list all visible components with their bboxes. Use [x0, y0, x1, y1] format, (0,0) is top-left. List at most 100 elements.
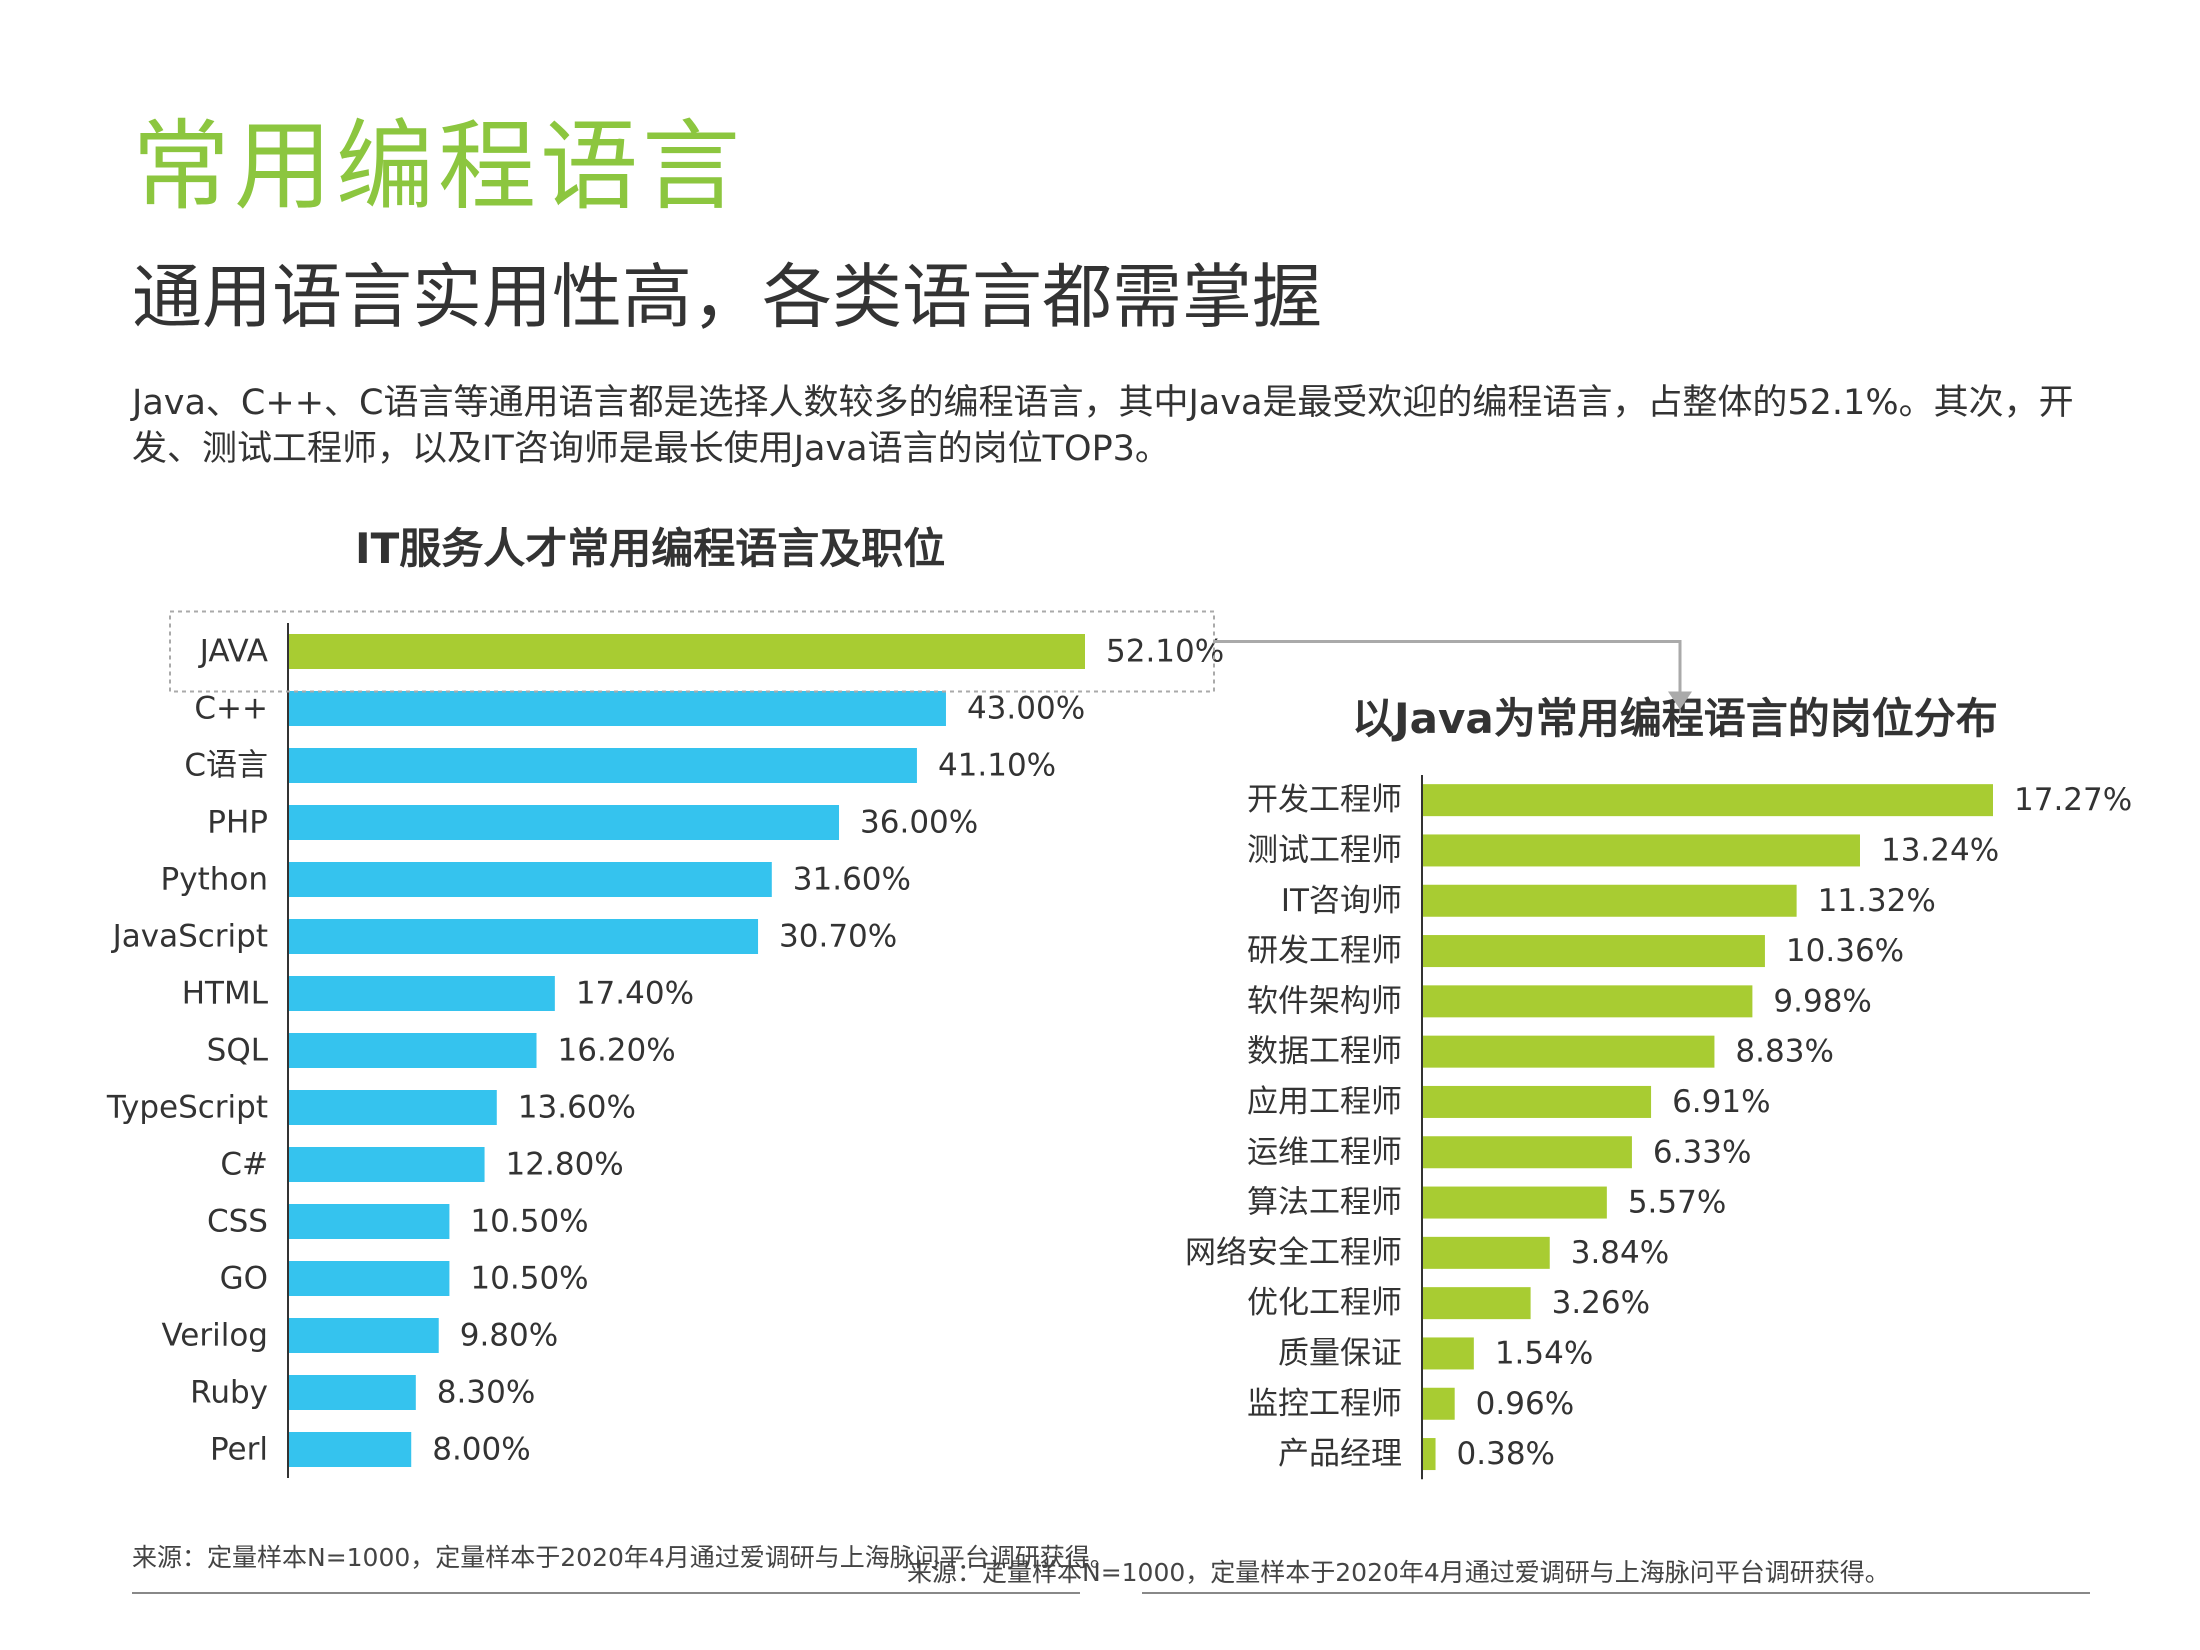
language-category-label: C++: [194, 691, 268, 727]
job-category-label: 测试工程师: [1247, 832, 1402, 868]
language-value-label: 12.80%: [506, 1147, 624, 1183]
job-bar: [1423, 1236, 1550, 1269]
language-category-label: Perl: [210, 1432, 268, 1468]
job-category-label: 优化工程师: [1247, 1285, 1402, 1321]
job-value-label: 10.36%: [1786, 933, 1904, 969]
language-category-label: HTML: [182, 976, 269, 1012]
job-category-label: 产品经理: [1278, 1436, 1402, 1472]
job-bar: [1423, 784, 1993, 817]
language-value-label: 52.10%: [1106, 634, 1224, 670]
language-category-label: Verilog: [162, 1318, 269, 1354]
language-category-label: TypeScript: [106, 1090, 268, 1126]
job-value-label: 1.54%: [1495, 1335, 1593, 1371]
footer-divider-left: [132, 1592, 1080, 1594]
language-value-label: 41.10%: [938, 748, 1056, 784]
job-bar: [1423, 1287, 1531, 1320]
page-description: Java、C++、C语言等通用语言都是选择人数较多的编程语言，其中Java是最受…: [132, 383, 2074, 469]
job-category-label: 运维工程师: [1247, 1134, 1402, 1170]
job-category-label: 研发工程师: [1247, 933, 1402, 969]
language-bar-chart: JAVA 52.10% C++ 43.00% C语言 41.10% PHP 36.00% Pyt…: [106, 623, 1224, 1478]
connector-line: [1214, 640, 1682, 692]
job-category-label: 网络安全工程师: [1185, 1235, 1402, 1271]
job-value-label: 3.84%: [1571, 1235, 1669, 1271]
language-bar: [289, 976, 555, 1011]
language-category-label: PHP: [207, 805, 268, 841]
job-value-label: 6.91%: [1672, 1084, 1770, 1120]
language-category-label: Ruby: [190, 1375, 268, 1411]
job-value-label: 13.24%: [1881, 832, 1999, 868]
job-category-label: 算法工程师: [1247, 1185, 1402, 1221]
job-bar: [1423, 1387, 1455, 1420]
language-bar: [289, 1432, 412, 1467]
language-value-label: 10.50%: [470, 1261, 588, 1297]
job-value-label: 0.96%: [1476, 1386, 1574, 1422]
language-category-label: Python: [161, 862, 268, 898]
language-category-label: SQL: [207, 1033, 269, 1069]
java-highlight-box: [169, 610, 1215, 693]
job-value-label: 11.32%: [1818, 883, 1936, 919]
job-value-label: 3.26%: [1552, 1285, 1650, 1321]
job-value-label: 0.38%: [1457, 1436, 1555, 1472]
language-bar: [289, 862, 772, 897]
connector-arrowhead: [1668, 691, 1692, 710]
job-category-label: 数据工程师: [1247, 1034, 1402, 1070]
language-value-label: 31.60%: [793, 862, 911, 898]
job-value-label: 8.83%: [1735, 1034, 1833, 1070]
language-value-label: 8.30%: [437, 1375, 535, 1411]
language-bar: [289, 1147, 485, 1182]
job-category-label: 开发工程师: [1247, 782, 1402, 818]
java-connector-arrow: [169, 610, 1692, 710]
language-value-label: 17.40%: [576, 976, 694, 1012]
language-bar: [289, 805, 840, 840]
language-bar: [289, 1318, 439, 1353]
language-bar: [289, 1033, 537, 1068]
language-bar: [289, 919, 759, 954]
language-value-label: 43.00%: [967, 691, 1085, 727]
job-bar: [1423, 1337, 1474, 1370]
job-value-label: 6.33%: [1653, 1134, 1751, 1170]
language-value-label: 10.50%: [470, 1204, 588, 1240]
job-category-label: 质量保证: [1278, 1335, 1402, 1371]
job-bar: [1423, 834, 1860, 867]
job-bar-chart: 开发工程师 17.27% 测试工程师 13.24% IT咨询师 11.32% 研发工程师 10…: [1185, 775, 2132, 1480]
language-bar: [289, 634, 1085, 669]
right-chart-title: 以Java为常用编程语言的岗位分布: [1352, 694, 1998, 743]
source-note-left: 来源：定量样本N=1000，定量样本于2020年4月通过爱调研与上海脉问平台调研…: [132, 1543, 1115, 1572]
left-chart-title: IT服务人才常用编程语言及职位: [355, 524, 946, 573]
page-subtitle: 通用语言实用性高，各类语言都需掌握: [132, 256, 1322, 338]
language-category-label: GO: [220, 1261, 268, 1297]
job-category-label: 软件架构师: [1247, 983, 1402, 1019]
language-value-label: 13.60%: [518, 1090, 636, 1126]
job-value-label: 9.98%: [1773, 983, 1871, 1019]
language-category-label: CSS: [207, 1204, 268, 1240]
job-bar: [1423, 985, 1753, 1018]
job-value-label: 5.57%: [1628, 1185, 1726, 1221]
language-category-label: C#: [220, 1147, 268, 1183]
language-category-label: JavaScript: [111, 919, 268, 955]
language-bar: [289, 691, 946, 726]
job-bar: [1423, 935, 1765, 968]
job-category-label: 应用工程师: [1247, 1084, 1402, 1120]
language-value-label: 16.20%: [558, 1033, 676, 1069]
language-bar: [289, 1375, 416, 1410]
job-bar: [1423, 884, 1797, 917]
job-category-label: IT咨询师: [1281, 883, 1402, 919]
language-bar: [289, 748, 917, 783]
language-bar: [289, 1204, 450, 1239]
source-note-right: 来源：定量样本N=1000，定量样本于2020年4月通过爱调研与上海脉问平台调研…: [907, 1558, 1890, 1587]
language-category-label: C语言: [184, 748, 268, 784]
job-value-label: 17.27%: [2014, 782, 2132, 818]
job-category-label: 监控工程师: [1247, 1386, 1402, 1422]
job-bar: [1423, 1136, 1632, 1169]
language-value-label: 9.80%: [460, 1318, 558, 1354]
language-value-label: 36.00%: [860, 805, 978, 841]
language-category-label: JAVA: [198, 634, 268, 670]
language-value-label: 30.70%: [779, 919, 897, 955]
job-bar: [1423, 1186, 1607, 1219]
job-bar: [1423, 1035, 1715, 1068]
language-bar: [289, 1090, 497, 1125]
language-bar: [289, 1261, 450, 1296]
job-bar: [1423, 1085, 1652, 1118]
footer-divider-right: [1142, 1592, 2090, 1594]
